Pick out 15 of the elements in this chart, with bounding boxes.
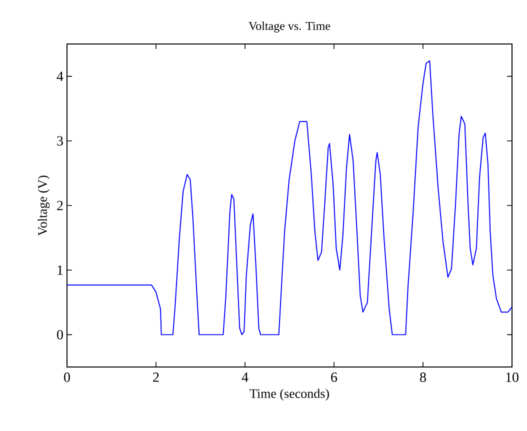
y-axis-title: Voltage (V): [38, 176, 50, 236]
x-tick-label: 10: [506, 372, 518, 382]
x-tick-label: 6: [331, 372, 338, 382]
y-tick-label: 4: [56, 72, 64, 81]
x-tick-label: 2: [153, 372, 159, 382]
x-tick-label: 0: [64, 372, 70, 382]
x-axis-title: Time (seconds): [250, 388, 329, 401]
x-tick-label: 4: [242, 372, 248, 382]
y-tick-label: 0: [57, 330, 63, 340]
line-series: [67, 60, 512, 336]
x-tick-label: 8: [420, 372, 426, 382]
y-tick-label: 2: [57, 200, 63, 210]
y-tick-label: 1: [58, 265, 63, 275]
y-tick-label: 3: [57, 136, 63, 146]
chart-title: Voltage vs. Time: [248, 22, 330, 32]
